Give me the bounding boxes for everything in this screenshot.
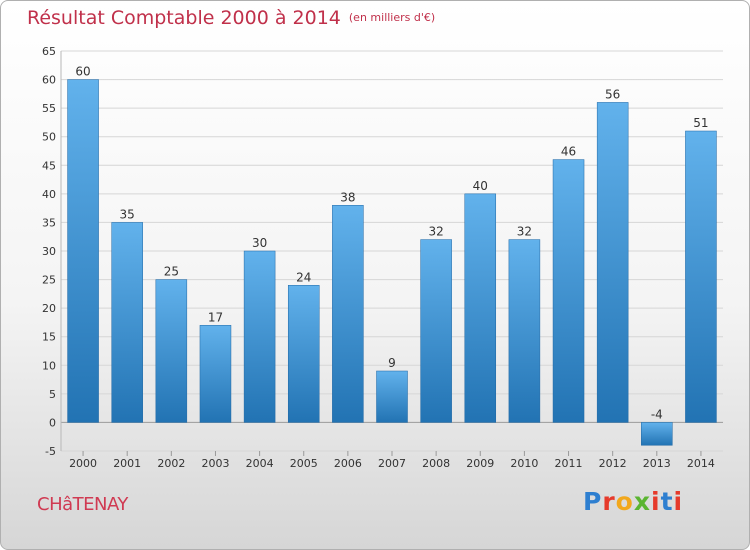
y-tick-label: 30	[42, 245, 56, 258]
logo-letter: t	[660, 487, 674, 516]
x-tick-label: 2005	[290, 457, 318, 470]
y-tick-label: 45	[42, 159, 56, 172]
logo-letter: o	[615, 487, 634, 516]
y-axis: -5 0 5 10 15 20 25 30 35 40 45 50 55 60 65	[42, 45, 62, 458]
y-tick-label: 10	[42, 359, 56, 372]
logo-letter: r	[602, 487, 616, 516]
x-tick-label: 2004	[246, 457, 274, 470]
x-tick-label: 2001	[113, 457, 141, 470]
data-label: 60	[75, 65, 90, 79]
data-label: 9	[388, 356, 396, 370]
bar-2012	[596, 102, 629, 423]
data-label: -4	[651, 407, 663, 421]
x-tick-label: 2012	[599, 457, 627, 470]
commune-name: CHâTENAY	[37, 494, 128, 515]
bar-2013	[641, 422, 673, 446]
chart-title-unit: (en milliers d'€)	[348, 11, 436, 24]
y-tick-label: 15	[42, 331, 56, 344]
bar-2002	[155, 279, 188, 423]
data-label: 56	[605, 87, 620, 101]
bar-2008	[420, 239, 452, 423]
data-label: 46	[561, 145, 576, 159]
data-label: 35	[120, 207, 135, 221]
data-label: 32	[517, 225, 532, 239]
bar-2005	[287, 285, 320, 423]
data-label: 24	[296, 270, 311, 284]
data-labels: 60 35 25 17 30 24 38 9 32 40 32 46 56 -4 51	[75, 65, 708, 422]
y-tick-label: 25	[42, 274, 56, 287]
data-label: 17	[208, 310, 223, 324]
data-label: 40	[473, 179, 488, 193]
x-tick-label: 2013	[643, 457, 671, 470]
x-tick-label: 2002	[157, 457, 185, 470]
logo-letter: x	[633, 487, 651, 516]
bar-2011	[552, 159, 585, 423]
x-tick-label: 2010	[510, 457, 538, 470]
data-label: 51	[693, 116, 708, 130]
bars	[67, 79, 717, 446]
x-axis: 2000 2001 2002 2003 2004 2005 2006 2007 2008 2009…	[69, 451, 715, 470]
data-label: 30	[252, 236, 267, 250]
logo-letter: P	[583, 487, 603, 516]
data-label: 32	[428, 225, 443, 239]
y-tick-label: -5	[45, 445, 56, 458]
bar-2007	[376, 370, 408, 423]
x-tick-label: 2009	[466, 457, 494, 470]
bar-2003	[199, 325, 232, 423]
bar-2000	[67, 79, 99, 423]
chart-title: Résultat Comptable 2000 à 2014 (en millie…	[27, 7, 435, 29]
bar-2010	[508, 239, 541, 423]
x-tick-label: 2014	[687, 457, 715, 470]
data-label: 25	[164, 265, 179, 279]
y-tick-label: 40	[42, 188, 56, 201]
logo-letter: i	[651, 487, 661, 516]
y-tick-label: 55	[42, 102, 56, 115]
y-tick-label: 65	[42, 45, 56, 58]
data-label: 38	[340, 190, 355, 204]
y-tick-label: 60	[42, 74, 56, 87]
bar-2006	[332, 205, 364, 423]
bar-2001	[111, 222, 143, 423]
logo-letter: i	[673, 487, 684, 516]
y-tick-label: 0	[49, 416, 56, 429]
y-tick-label: 35	[42, 216, 56, 229]
x-tick-label: 2007	[378, 457, 406, 470]
y-tick-label: 5	[49, 388, 56, 401]
x-tick-label: 2008	[422, 457, 450, 470]
y-tick-label: 50	[42, 131, 56, 144]
x-tick-label: 2003	[201, 457, 229, 470]
proxiti-logo: Proxiti	[583, 487, 683, 516]
bar-2014	[685, 130, 717, 423]
bar-2004	[243, 250, 276, 423]
y-tick-label: 20	[42, 302, 56, 315]
chart-title-text: Résultat Comptable 2000 à 2014	[27, 7, 341, 29]
x-tick-label: 2011	[555, 457, 583, 470]
bar-2009	[464, 193, 497, 423]
x-tick-label: 2006	[334, 457, 362, 470]
x-tick-label: 2000	[69, 457, 97, 470]
